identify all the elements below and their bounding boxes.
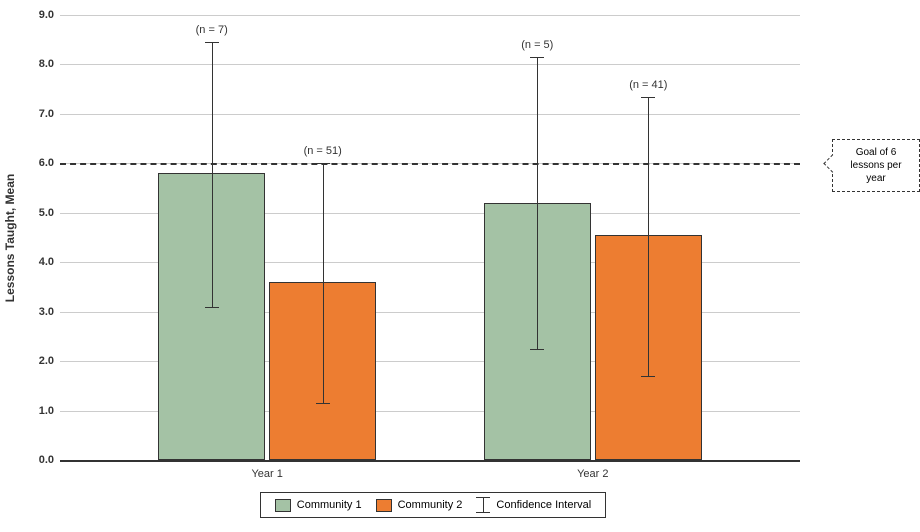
y-tick-label: 5.0 [39, 207, 60, 219]
n-label: (n = 5) [521, 39, 553, 51]
error-cap [205, 307, 219, 308]
y-axis-title: Lessons Taught, Mean [3, 173, 17, 301]
y-tick-label: 3.0 [39, 306, 60, 318]
y-tick-label: 8.0 [39, 58, 60, 70]
legend-label: Community 1 [297, 499, 362, 511]
n-label: (n = 41) [629, 79, 667, 91]
error-bar [537, 57, 538, 349]
legend-item: Confidence Interval [476, 497, 591, 513]
legend-item: Community 1 [275, 499, 362, 512]
n-label: (n = 7) [196, 24, 228, 36]
y-tick-label: 2.0 [39, 355, 60, 367]
x-category-label: Year 2 [577, 460, 608, 480]
error-cap [530, 349, 544, 350]
y-tick-label: 7.0 [39, 108, 60, 120]
error-cap [205, 42, 219, 43]
y-tick-label: 6.0 [39, 157, 60, 169]
error-bar [648, 97, 649, 376]
legend-label: Community 2 [398, 499, 463, 511]
goal-callout: Goal of 6 lessons per year [832, 139, 920, 192]
gridline [60, 64, 800, 65]
error-cap [641, 97, 655, 98]
error-cap [530, 57, 544, 58]
error-cap [316, 403, 330, 404]
legend-swatch [376, 499, 392, 512]
n-label: (n = 51) [304, 145, 342, 157]
error-cap [641, 376, 655, 377]
lessons-chart: 0.0 1.0 2.0 3.0 4.0 5.0 6.0 7.0 8.0 9.0 Year 1 Year… [0, 0, 920, 532]
plot-area: 0.01.02.03.04.05.06.07.08.09.0Year 1Year… [60, 15, 800, 462]
legend-label: Confidence Interval [496, 499, 591, 511]
legend: Community 1 Community 2 Confidence Interva… [260, 492, 606, 518]
goal-line [60, 163, 800, 165]
x-category-label: Year 1 [251, 460, 282, 480]
legend-swatch [275, 499, 291, 512]
ci-icon [476, 497, 490, 513]
gridline [60, 15, 800, 16]
error-bar [212, 42, 213, 307]
legend-item: Community 2 [376, 499, 463, 512]
y-tick-label: 9.0 [39, 9, 60, 21]
y-tick-label: 4.0 [39, 256, 60, 268]
gridline [60, 114, 800, 115]
error-bar [323, 163, 324, 403]
y-tick-label: 0.0 [39, 454, 60, 466]
y-tick-label: 1.0 [39, 405, 60, 417]
